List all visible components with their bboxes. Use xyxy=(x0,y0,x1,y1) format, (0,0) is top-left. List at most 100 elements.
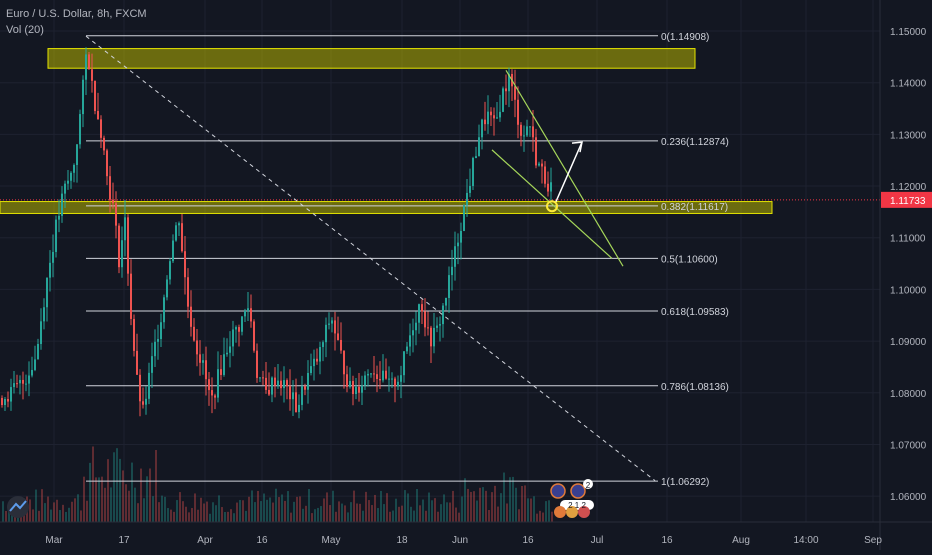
candle-body xyxy=(310,366,312,373)
candle-body xyxy=(406,346,408,352)
time-tick-label: 16 xyxy=(661,535,673,546)
candle-body xyxy=(532,126,534,138)
candle-body xyxy=(58,215,60,220)
candle-body xyxy=(547,183,549,192)
volume-bar xyxy=(227,511,229,522)
volume-bar xyxy=(155,450,157,522)
candle-body xyxy=(25,383,27,385)
volume-bar xyxy=(197,509,199,522)
candle-body xyxy=(421,304,423,312)
volume-bar xyxy=(104,487,106,522)
volume-bar xyxy=(371,505,373,522)
candle-body xyxy=(136,350,138,375)
volume-bar xyxy=(296,496,298,522)
volume-bar xyxy=(461,496,463,522)
volume-bar xyxy=(278,497,280,522)
volume-bar xyxy=(539,510,541,522)
price-axis[interactable]: 1.15000 1.14000 1.13000 1.12000 1.11000 1.100… xyxy=(879,0,932,550)
price-tick-label: 1.09000 xyxy=(890,337,927,348)
candle-body xyxy=(214,395,216,398)
volume-bar xyxy=(239,499,241,522)
candle-body xyxy=(76,144,78,165)
volume-bar xyxy=(206,501,208,522)
volume-bar xyxy=(215,505,217,522)
candle-body xyxy=(451,266,453,276)
candle-body xyxy=(343,350,345,375)
volume-bar xyxy=(518,509,520,522)
volume-bar xyxy=(521,485,523,522)
volume-bar xyxy=(242,500,244,522)
volume-bar xyxy=(245,510,247,522)
candle-body xyxy=(373,373,375,375)
time-axis[interactable]: Mar 17 Apr 16 May 18 Jun 16 Jul 16 Aug 14:00 Sep xyxy=(0,521,932,546)
volume-bar xyxy=(524,485,526,522)
tradingview-logo[interactable] xyxy=(7,496,29,518)
candle-body xyxy=(457,242,459,247)
candle-body xyxy=(79,114,81,145)
candle-body xyxy=(550,182,552,192)
candle-body xyxy=(88,54,90,70)
volume-bar xyxy=(350,502,352,522)
volume-bar xyxy=(485,490,487,522)
candle-body xyxy=(358,386,360,393)
candle-body xyxy=(235,327,237,330)
volume-indicator-label[interactable]: Vol (20) xyxy=(6,24,44,36)
candle-body xyxy=(364,375,366,386)
volume-bar xyxy=(212,502,214,522)
candle-body xyxy=(199,354,201,363)
candle-body xyxy=(376,374,378,380)
volume-bar xyxy=(401,505,403,522)
volume-bar xyxy=(353,490,355,522)
candle-body xyxy=(133,318,135,351)
community-badges[interactable]: 2 2 1 2 xyxy=(550,479,594,518)
candle-body xyxy=(205,360,207,380)
falling-wedge-lower xyxy=(491,149,613,259)
candle-body xyxy=(142,401,144,405)
volume-bar xyxy=(71,501,73,522)
volume-bar xyxy=(389,511,391,522)
fib-label: 1(1.06292) xyxy=(661,477,709,488)
candle-body xyxy=(94,80,96,111)
time-tick-label: 16 xyxy=(256,535,268,546)
candle-body xyxy=(202,360,204,363)
candle-body xyxy=(145,398,147,405)
volume-bar xyxy=(458,512,460,522)
volume-bar xyxy=(266,499,268,522)
volume-bar xyxy=(464,478,466,522)
candle-body xyxy=(247,308,249,312)
time-tick-label: 18 xyxy=(396,535,408,546)
candle-body xyxy=(439,324,441,326)
grid xyxy=(0,0,880,522)
volume-bar xyxy=(248,496,250,522)
candle-body xyxy=(196,340,198,355)
candle-body xyxy=(55,219,57,252)
current-price-tag xyxy=(881,191,932,208)
candle-body xyxy=(307,372,309,390)
time-tick-label: Apr xyxy=(197,535,213,546)
candle-body xyxy=(271,377,273,395)
volume-bar xyxy=(83,476,85,522)
volume-bar xyxy=(413,510,415,522)
volume-bar xyxy=(221,507,223,522)
candle-body xyxy=(265,377,267,390)
candle-body xyxy=(424,311,426,328)
candle-body xyxy=(367,373,369,376)
candle-body xyxy=(124,217,126,241)
volume-bar xyxy=(287,491,289,522)
volume-bar xyxy=(179,492,181,522)
volume-bar xyxy=(545,501,547,522)
time-tick-label: Jul xyxy=(591,535,604,546)
volume-bar xyxy=(173,511,175,522)
candle-body xyxy=(130,273,132,319)
volume-bar xyxy=(50,509,52,522)
volume-bar xyxy=(53,502,55,522)
candle-body xyxy=(538,163,540,166)
candle-body xyxy=(34,359,36,370)
volume-bar xyxy=(143,498,145,522)
current-price-label: 1.11733 xyxy=(890,196,926,207)
volume-bar xyxy=(272,502,274,522)
price-tick-label: 1.08000 xyxy=(890,389,927,400)
volume-bar xyxy=(59,510,61,522)
